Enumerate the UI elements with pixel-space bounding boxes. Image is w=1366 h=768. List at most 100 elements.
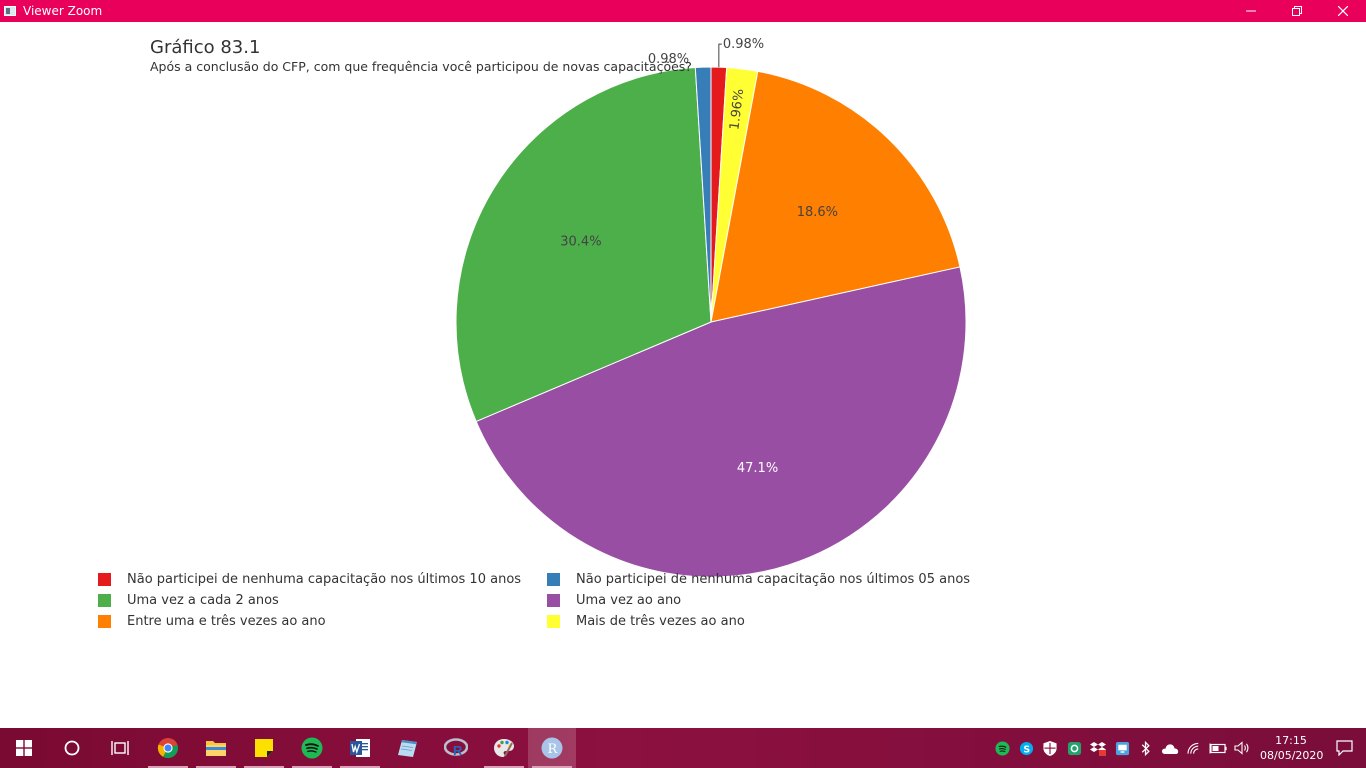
pie-slice[interactable] <box>710 70 961 323</box>
chart-title: Gráfico 83.1 <box>150 37 261 58</box>
legend-label: Uma vez ao ano <box>576 592 682 608</box>
minimize-button[interactable] <box>1228 0 1274 22</box>
slice-label: 30.4% <box>560 234 601 249</box>
slice-label: 0.98% <box>723 37 764 52</box>
search-circle-icon <box>64 740 80 756</box>
spotify-button[interactable] <box>288 728 336 768</box>
windows-icon <box>16 740 32 756</box>
tray-bluetooth[interactable] <box>1134 728 1158 768</box>
close-icon <box>1338 6 1348 16</box>
chart-subtitle: Após a conclusão do CFP, com que frequên… <box>150 59 692 74</box>
word-button[interactable] <box>336 728 384 768</box>
notification-icon <box>1335 740 1353 756</box>
tray-green-app[interactable] <box>1062 728 1086 768</box>
chrome-button[interactable] <box>144 728 192 768</box>
battery-icon <box>1209 743 1227 753</box>
taskbar-clock[interactable]: 17:15 08/05/2020 <box>1260 733 1324 763</box>
legend-swatch <box>98 572 111 586</box>
legend-swatch <box>547 572 560 586</box>
pie-slice[interactable] <box>455 66 712 423</box>
tray-onedrive[interactable] <box>1158 728 1182 768</box>
viewer-zoom-window: Viewer Zoom 0.98% 1.96% 18.6% 47.1% 30.4% 0.9… <box>0 0 1366 728</box>
skype-icon: S <box>1019 741 1033 755</box>
svg-text:R: R <box>453 743 463 758</box>
legend-item[interactable]: Não participei de nenhuma capacitação no… <box>547 571 1007 587</box>
legend-swatch <box>547 614 560 628</box>
viewer-content: 0.98% 1.96% 18.6% 47.1% 30.4% 0.98% Gráfico 8… <box>0 22 1366 728</box>
minimize-icon <box>1246 10 1256 12</box>
shield-icon <box>1043 740 1057 756</box>
spotify-icon <box>301 737 323 759</box>
file-explorer-button[interactable] <box>192 728 240 768</box>
system-tray: S 17:15 08/05/2020 <box>990 728 1366 768</box>
legend-label: Não participei de nenhuma capacitação no… <box>127 571 522 587</box>
tray-dropbox[interactable] <box>1086 728 1110 768</box>
slice-label: 18.6% <box>797 205 838 220</box>
window-controls <box>1228 0 1366 22</box>
svg-text:S: S <box>1023 744 1030 755</box>
restore-icon <box>1292 6 1302 16</box>
notepad-button[interactable] <box>384 728 432 768</box>
tray-wifi[interactable] <box>1182 728 1206 768</box>
monitor-icon <box>1115 741 1129 755</box>
taskbar: R R S <box>0 728 1366 768</box>
legend-item[interactable]: Uma vez ao ano <box>547 592 1007 608</box>
title-bar[interactable]: Viewer Zoom <box>0 0 1366 22</box>
viewer-app-icon <box>4 6 16 16</box>
clock-time: 17:15 <box>1275 734 1307 747</box>
word-icon <box>350 739 370 757</box>
r-gui-button[interactable]: R <box>528 728 576 768</box>
start-button[interactable] <box>0 728 48 768</box>
slice-label: 47.1% <box>737 461 778 476</box>
cloud-icon <box>1161 743 1179 754</box>
restore-button[interactable] <box>1274 0 1320 22</box>
bluetooth-icon <box>1141 740 1150 756</box>
legend-item[interactable]: Mais de três vezes ao ano <box>547 613 1007 629</box>
pie-slice[interactable] <box>694 66 712 323</box>
sticky-notes-button[interactable] <box>240 728 288 768</box>
search-button[interactable] <box>48 728 96 768</box>
tray-volume[interactable] <box>1230 728 1254 768</box>
close-button[interactable] <box>1320 0 1366 22</box>
legend-swatch <box>98 593 111 607</box>
legend-swatch <box>547 593 560 607</box>
slice-label: 1.96% <box>727 88 747 131</box>
legend-label: Mais de três vezes ao ano <box>576 613 745 629</box>
legend-item[interactable]: Uma vez a cada 2 anos <box>98 592 547 608</box>
legend-label: Uma vez a cada 2 anos <box>127 592 279 608</box>
legend-item[interactable]: Entre uma e três vezes ao ano <box>98 613 547 629</box>
dropbox-icon <box>1090 741 1106 756</box>
app-green-icon <box>1067 741 1081 755</box>
rstudio-button[interactable]: R <box>432 728 480 768</box>
task-view-icon <box>111 741 129 755</box>
slice-label: 0.98% <box>648 52 689 67</box>
pie-slice[interactable] <box>475 266 967 578</box>
tray-skype[interactable]: S <box>1014 728 1038 768</box>
sticky-note-icon <box>255 739 273 757</box>
palette-icon <box>494 739 514 757</box>
legend-label: Não participei de nenhuma capacitação no… <box>576 571 971 587</box>
r-gui-icon: R <box>541 737 563 759</box>
wifi-icon <box>1186 742 1198 754</box>
folder-icon <box>206 741 226 756</box>
spotify-tray-icon <box>994 740 1010 756</box>
legend-swatch <box>98 614 111 628</box>
pie-chart: 0.98% 1.96% 18.6% 47.1% 30.4% 0.98% <box>455 37 967 578</box>
notepad-icon <box>398 740 417 757</box>
tray-battery[interactable] <box>1206 728 1230 768</box>
legend-item[interactable]: Não participei de nenhuma capacitação no… <box>98 571 547 587</box>
svg-text:R: R <box>548 742 559 757</box>
chrome-icon <box>157 738 178 759</box>
legend-label: Entre uma e três vezes ao ano <box>127 613 326 629</box>
window-title: Viewer Zoom <box>23 4 103 18</box>
chart-legend: Não participei de nenhuma capacitação no… <box>98 571 1018 629</box>
tray-monitor[interactable] <box>1110 728 1134 768</box>
clock-date: 08/05/2020 <box>1260 749 1324 762</box>
tray-spotify[interactable] <box>990 728 1014 768</box>
paint-button[interactable] <box>480 728 528 768</box>
task-view-button[interactable] <box>96 728 144 768</box>
volume-icon <box>1233 741 1248 755</box>
r-icon: R <box>444 738 468 758</box>
action-center-button[interactable] <box>1322 728 1366 768</box>
tray-defender[interactable] <box>1038 728 1062 768</box>
